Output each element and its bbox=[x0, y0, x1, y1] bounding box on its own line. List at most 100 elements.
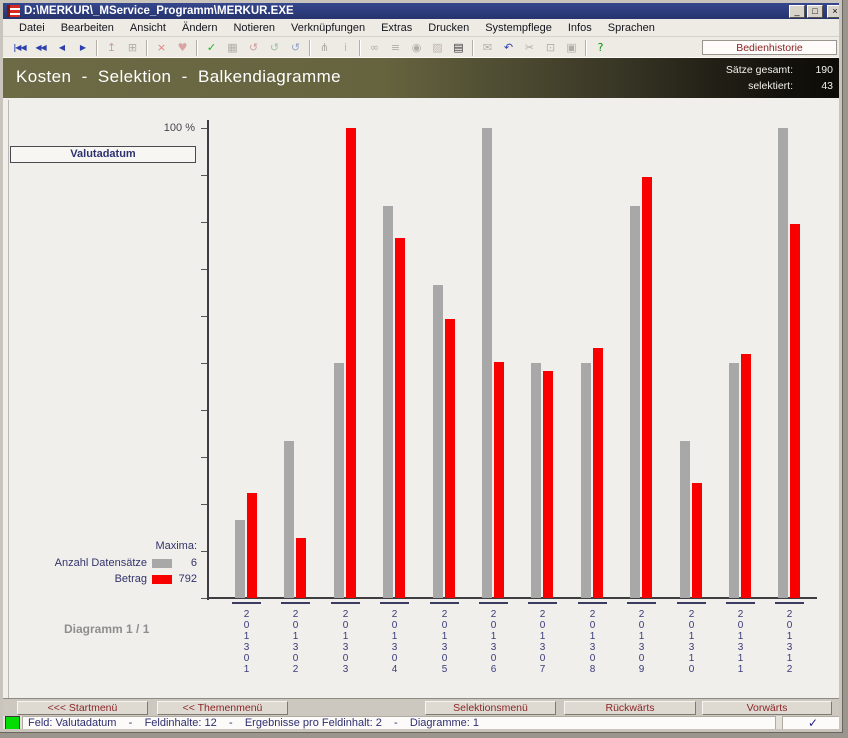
legend-max-amount: 792 bbox=[178, 573, 197, 585]
selektionsmenu-button[interactable]: Selektionsmenü bbox=[425, 701, 556, 715]
chart-icon[interactable]: ▨ bbox=[427, 39, 448, 57]
bar-count-201310 bbox=[680, 441, 690, 598]
stat-value-selected: 43 bbox=[821, 80, 833, 92]
x-tick-label: 201308 bbox=[587, 609, 598, 675]
toolbar-icons: |◀◀ ◀◀ ◀ ▶ ↥ ⊞ × ♥ ✓ ▦ ↺ ↺ ↺ ⋔ i ∞ ≡ ◉ ▨ ▤ ✉ ↶ ✂ ⊡ ▣? bbox=[9, 37, 611, 58]
print-icon[interactable]: ▤ bbox=[448, 39, 469, 57]
bar-count-201303 bbox=[334, 363, 344, 598]
toolbar-separator bbox=[196, 39, 198, 56]
delete-icon[interactable]: × bbox=[151, 39, 172, 57]
eye-icon[interactable]: ◉ bbox=[406, 39, 427, 57]
undo-red-icon[interactable]: ↺ bbox=[243, 39, 264, 57]
x-axis-tick bbox=[380, 602, 409, 604]
status-bar: Feld: Valutadatum - Feldinhalte: 12 - Er… bbox=[3, 716, 839, 730]
forward-icon[interactable]: ▶ bbox=[72, 39, 93, 57]
close-button[interactable]: × bbox=[827, 4, 839, 18]
menu-item-datei[interactable]: Datei bbox=[19, 21, 45, 34]
x-axis-tick bbox=[627, 602, 656, 604]
menu-item-ndern[interactable]: Ändern bbox=[181, 21, 218, 34]
bar-count-201308 bbox=[581, 363, 591, 598]
back-icon[interactable]: ◀ bbox=[51, 39, 72, 57]
menu-item-verknpfungen[interactable]: Verknüpfungen bbox=[291, 21, 366, 34]
menu-item-infos[interactable]: Infos bbox=[567, 21, 592, 34]
import-icon[interactable]: ↥ bbox=[101, 39, 122, 57]
confirm-icon[interactable]: ✓ bbox=[201, 39, 222, 57]
y-axis-tick bbox=[201, 269, 207, 270]
x-axis-tick bbox=[479, 602, 508, 604]
backward-button[interactable]: Rückwärts bbox=[564, 701, 696, 715]
menu-item-extras[interactable]: Extras bbox=[381, 21, 413, 34]
binoculars-icon[interactable]: ∞ bbox=[364, 39, 385, 57]
legend-row-amount: Betrag 792 bbox=[10, 571, 197, 587]
toolbar-separator bbox=[96, 39, 98, 56]
legend-label-count: Anzahl Datensätze bbox=[54, 557, 147, 569]
bar-amount-201303 bbox=[346, 128, 356, 598]
forward-button[interactable]: Vorwärts bbox=[702, 701, 832, 715]
menu-item-drucken[interactable]: Drucken bbox=[428, 21, 470, 34]
paste-icon[interactable]: ▣ bbox=[561, 39, 582, 57]
page-header: Kosten - Selektion - Balkendiagramme Sät… bbox=[3, 57, 839, 98]
x-axis-line bbox=[207, 597, 817, 599]
x-axis-tick bbox=[578, 602, 607, 604]
fast-back-icon[interactable]: ◀◀ bbox=[30, 39, 51, 57]
status-check-panel: ✓ bbox=[782, 716, 839, 730]
title-bar: D:\MERKUR\_MService_Programm\MERKUR.EXE … bbox=[3, 3, 839, 19]
mail-icon[interactable]: ✉ bbox=[477, 39, 498, 57]
page-title: Kosten - Selektion - Balkendiagramme bbox=[16, 67, 341, 86]
help-icon[interactable]: ? bbox=[590, 39, 611, 57]
x-tick-label: 201306 bbox=[488, 609, 499, 675]
y-axis-max-label: 100 % bbox=[163, 122, 195, 134]
x-axis-tick bbox=[331, 602, 360, 604]
x-tick-label: 201307 bbox=[537, 609, 548, 675]
x-axis-tick bbox=[528, 602, 557, 604]
menu-item-sprachen[interactable]: Sprachen bbox=[607, 21, 655, 34]
undo-green-icon[interactable]: ↺ bbox=[264, 39, 285, 57]
bar-count-201302 bbox=[284, 441, 294, 598]
x-tick-label: 201302 bbox=[290, 609, 301, 675]
first-record-icon[interactable]: |◀◀ bbox=[9, 39, 30, 57]
info-icon[interactable]: i bbox=[335, 39, 356, 57]
save-icon[interactable]: ▦ bbox=[222, 39, 243, 57]
themenmenu-button[interactable]: << Themenmenü bbox=[157, 701, 288, 715]
undo-blue-icon[interactable]: ↺ bbox=[285, 39, 306, 57]
bar-amount-201311 bbox=[741, 354, 751, 598]
y-axis-tick bbox=[201, 316, 207, 317]
y-axis-tick bbox=[201, 457, 207, 458]
menu-bar: Datei Bearbeiten Ansicht Ändern Notieren Verk… bbox=[3, 19, 839, 37]
tree-icon[interactable]: ⊞ bbox=[122, 39, 143, 57]
check-icon: ✓ bbox=[807, 716, 819, 730]
menu-item-systempflege[interactable]: Systempflege bbox=[485, 21, 552, 34]
restore-icon[interactable]: ♥ bbox=[172, 39, 193, 57]
y-axis-tick bbox=[201, 222, 207, 223]
startmenu-button[interactable]: <<< Startmenü bbox=[17, 701, 148, 715]
y-axis-line bbox=[207, 120, 209, 600]
minimize-button[interactable]: _ bbox=[789, 4, 805, 18]
menu-item-ansicht[interactable]: Ansicht bbox=[129, 21, 166, 34]
x-tick-label: 201312 bbox=[784, 609, 795, 675]
cut-icon[interactable]: ✂ bbox=[519, 39, 540, 57]
maximize-button[interactable]: □ bbox=[807, 4, 823, 18]
status-indicator bbox=[5, 716, 20, 729]
y-axis-tick bbox=[201, 175, 207, 176]
branch-icon[interactable]: ⋔ bbox=[314, 39, 335, 57]
bar-amount-201301 bbox=[247, 493, 257, 598]
bar-amount-201304 bbox=[395, 238, 405, 598]
y-axis-tick bbox=[201, 410, 207, 411]
bedienhistorie-button[interactable]: Bedienhistorie bbox=[702, 40, 837, 55]
copy-icon[interactable]: ⊡ bbox=[540, 39, 561, 57]
x-tick-label: 201305 bbox=[439, 609, 450, 675]
bar-count-201305 bbox=[433, 285, 443, 598]
undo-icon[interactable]: ↶ bbox=[498, 39, 519, 57]
list-icon[interactable]: ≡ bbox=[385, 39, 406, 57]
bar-amount-201302 bbox=[296, 538, 306, 598]
menu-item-bearbeiten[interactable]: Bearbeiten bbox=[60, 21, 114, 34]
stat-label-selected: selektiert: bbox=[748, 80, 793, 92]
bar-count-201306 bbox=[482, 128, 492, 598]
menu-item-notieren[interactable]: Notieren bbox=[233, 21, 276, 34]
bar-count-201311 bbox=[729, 363, 739, 598]
y-axis-tick bbox=[201, 598, 207, 599]
bar-amount-201309 bbox=[642, 177, 652, 598]
bar-amount-201308 bbox=[593, 348, 603, 598]
x-tick-label: 201310 bbox=[686, 609, 697, 675]
y-axis-tick bbox=[201, 504, 207, 505]
